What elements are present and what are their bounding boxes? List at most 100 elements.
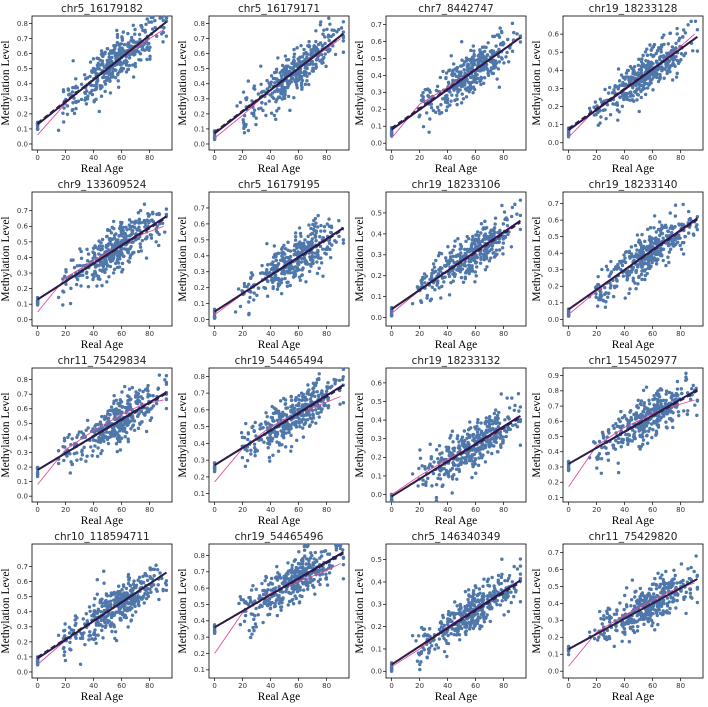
data-point <box>137 249 141 254</box>
data-point <box>606 91 611 95</box>
data-point <box>675 32 679 36</box>
data-point <box>662 42 666 47</box>
data-point <box>604 446 608 450</box>
y-tick-label: 0.6 <box>548 418 560 426</box>
data-point <box>105 47 110 51</box>
data-point <box>309 53 313 57</box>
data-point <box>647 82 651 87</box>
data-point <box>622 253 626 257</box>
y-tick-label: 0.7 <box>17 35 28 43</box>
data-point <box>453 239 457 243</box>
data-point <box>438 111 442 116</box>
data-point <box>246 432 251 436</box>
data-point <box>267 270 272 275</box>
data-point <box>307 241 311 245</box>
y-tick-label: 0.7 <box>371 21 382 29</box>
data-point <box>664 420 668 424</box>
data-point <box>138 208 143 213</box>
data-point <box>96 56 101 61</box>
data-point <box>300 273 304 277</box>
data-point <box>635 264 640 269</box>
data-point <box>98 247 102 251</box>
data-point <box>274 407 278 411</box>
data-point <box>279 74 284 78</box>
data-point <box>632 64 637 69</box>
data-point <box>125 228 129 232</box>
data-point <box>438 75 443 80</box>
data-point <box>515 212 519 216</box>
data-point <box>126 417 130 422</box>
data-point <box>437 444 442 448</box>
data-point <box>675 58 680 63</box>
data-point <box>436 254 441 258</box>
data-point <box>85 454 89 458</box>
data-point <box>79 97 84 102</box>
data-point <box>327 16 331 20</box>
data-point <box>212 315 217 319</box>
data-point <box>283 402 287 406</box>
data-point <box>328 22 332 26</box>
data-point <box>75 86 80 90</box>
data-point <box>267 85 272 89</box>
data-point <box>481 252 485 257</box>
chart-title: chr5_16179182 <box>61 3 143 15</box>
data-point <box>464 252 468 257</box>
y-tick-label: 0.2 <box>17 285 28 293</box>
points <box>566 19 700 139</box>
data-point <box>244 122 248 127</box>
data-point <box>123 418 128 423</box>
data-point <box>129 240 134 244</box>
data-point <box>474 274 478 278</box>
data-point <box>314 29 318 33</box>
data-point <box>452 244 457 248</box>
data-point <box>130 231 135 236</box>
data-point <box>112 243 117 248</box>
data-point <box>145 57 149 62</box>
data-point <box>695 27 700 32</box>
data-point <box>97 244 102 248</box>
data-point <box>320 390 324 395</box>
data-point <box>651 88 655 92</box>
data-point <box>252 298 256 302</box>
data-point <box>434 495 439 500</box>
data-point <box>454 74 459 79</box>
data-point <box>455 93 459 98</box>
data-point <box>303 66 307 70</box>
data-point <box>134 400 138 404</box>
data-point <box>283 276 287 281</box>
data-point <box>241 90 246 94</box>
data-point <box>645 47 649 51</box>
x-tick-label: 20 <box>415 154 424 162</box>
data-point <box>256 92 261 96</box>
data-point <box>120 405 125 409</box>
data-point <box>478 451 482 456</box>
data-point <box>477 427 481 431</box>
data-point <box>258 427 262 431</box>
data-point <box>120 35 124 39</box>
data-point <box>112 434 117 438</box>
data-point <box>492 444 496 448</box>
data-point <box>145 407 149 411</box>
data-point <box>649 60 654 64</box>
x-tick-label: 40 <box>266 330 275 338</box>
data-point <box>442 97 447 101</box>
data-point <box>315 271 320 276</box>
data-point <box>427 130 431 134</box>
data-point <box>673 64 677 68</box>
data-point <box>283 54 288 58</box>
data-point <box>426 94 431 98</box>
data-point <box>485 424 490 429</box>
x-tick-label: 20 <box>238 154 247 162</box>
x-axis-label: Real Age <box>258 339 300 351</box>
data-point <box>658 72 662 77</box>
data-point <box>497 60 502 64</box>
data-point <box>310 254 315 258</box>
data-point <box>431 471 436 476</box>
data-point <box>486 41 490 45</box>
data-point <box>467 271 471 276</box>
data-point <box>643 273 648 278</box>
data-point <box>148 57 152 61</box>
data-point <box>135 227 139 232</box>
data-point <box>333 52 338 57</box>
data-point <box>118 403 122 407</box>
